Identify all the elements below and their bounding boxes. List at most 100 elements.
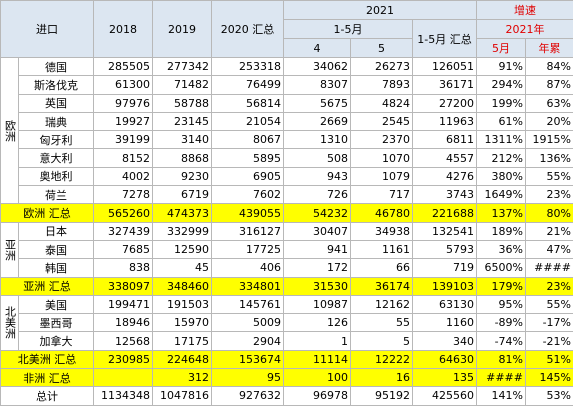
cell: 8152 xyxy=(93,148,153,168)
cell: 66 xyxy=(350,258,413,278)
cell: 1649% xyxy=(476,185,526,205)
cell: 348460 xyxy=(152,276,212,296)
cell: 294% xyxy=(476,75,526,95)
cell: #### xyxy=(476,368,526,388)
data-row: 韩国 838 45 406 172 66 719 6500% #### xyxy=(1,258,573,278)
cell: 189% xyxy=(476,221,526,241)
cell: 7893 xyxy=(350,75,413,95)
cell: 11114 xyxy=(283,349,351,370)
cell: 136% xyxy=(525,148,573,168)
cell: 12222 xyxy=(350,349,413,370)
cell: 23% xyxy=(525,185,573,205)
growth-header: 增速 xyxy=(476,0,573,20)
data-row: 英国 97976 58788 56814 5675 4824 27200 199% 63% xyxy=(1,93,573,113)
cell: 943 xyxy=(283,166,351,187)
cell: 224648 xyxy=(152,349,212,370)
cell: 1915% xyxy=(525,130,573,150)
cell: 145761 xyxy=(211,294,284,315)
cell: 2904 xyxy=(211,331,284,351)
cell: 54232 xyxy=(283,203,351,223)
cell: 145% xyxy=(525,368,573,388)
cell: 16 xyxy=(350,368,413,388)
year-header: 2018 xyxy=(93,0,153,58)
cell: 36174 xyxy=(350,276,413,296)
cell: 5009 xyxy=(211,313,284,333)
total-row: 总计 1134348 1047816 927632 96978 95192 425560 14… xyxy=(0,386,573,406)
cell: 18946 xyxy=(93,313,153,333)
cell: 36% xyxy=(476,239,526,260)
cell: 30407 xyxy=(283,221,351,241)
cell: 12590 xyxy=(152,239,212,260)
month-header: 4 xyxy=(283,38,351,58)
growth-year-header: 2021年 xyxy=(476,19,573,39)
row-name: 泰国 xyxy=(18,239,94,260)
row-name: 奥地利 xyxy=(18,166,94,187)
cell: 9230 xyxy=(152,166,212,187)
cell: 21054 xyxy=(211,111,284,132)
cell: 95 xyxy=(211,368,284,388)
cell: 5895 xyxy=(211,148,284,168)
data-row: 泰国 7685 12590 17725 941 1161 5793 36% 47% xyxy=(1,239,573,260)
table-body: 欧洲 德国 285505 277342 253318 34062 26273 126051 91… xyxy=(0,56,573,406)
cell: 2370 xyxy=(350,130,413,150)
cell: 23145 xyxy=(152,111,212,132)
cell: 4824 xyxy=(350,93,413,113)
cell: 96978 xyxy=(283,386,351,406)
cell: 51% xyxy=(525,349,573,370)
data-row: 墨西哥 18946 15970 5009 126 55 1160 -89% -17% xyxy=(1,313,573,333)
cell: 1079 xyxy=(350,166,413,187)
data-row: 加拿大 12568 17175 2904 1 5 340 -74% -21% xyxy=(1,331,573,351)
cell: 12568 xyxy=(93,331,153,351)
cell: 212% xyxy=(476,148,526,168)
row-name: 韩国 xyxy=(18,258,94,278)
cell: 8067 xyxy=(211,130,284,150)
cell: 726 xyxy=(283,185,351,205)
cell: 380% xyxy=(476,166,526,187)
data-row: 奥地利 4002 9230 6905 943 1079 4276 380% 55% xyxy=(1,166,573,187)
cell: 46780 xyxy=(350,203,413,223)
data-row: 意大利 8152 8868 5895 508 1070 4557 212% 136% xyxy=(1,148,573,168)
cell: 34062 xyxy=(283,56,351,77)
cell: 15970 xyxy=(152,313,212,333)
cell: 1160 xyxy=(412,313,477,333)
cell: 312 xyxy=(152,368,212,388)
data-row: 匈牙利 39199 3140 8067 1310 2370 6811 1311% 1915% xyxy=(1,130,573,150)
cell: 97976 xyxy=(93,93,153,113)
cell: 717 xyxy=(350,185,413,205)
cell: 95% xyxy=(476,294,526,315)
year-header: 2021 xyxy=(283,0,477,20)
cell: 6719 xyxy=(152,185,212,205)
period-total-header: 1-5月 汇总 xyxy=(412,19,477,58)
year-header: 2019 xyxy=(152,0,212,58)
table-header: 进口 2018 2019 2020 汇总 2021 增速 1-5月 1-5月 汇… xyxy=(0,0,573,58)
cell: 11963 xyxy=(412,111,477,132)
cell: 340 xyxy=(412,331,477,351)
cell: 6500% xyxy=(476,258,526,278)
data-row: 瑞典 19927 23145 21054 2669 2545 11963 61% 20% xyxy=(1,111,573,132)
row-name: 斯洛伐克 xyxy=(18,75,94,95)
cell: 141% xyxy=(476,386,526,406)
total-label: 总计 xyxy=(0,386,94,406)
row-name: 匈牙利 xyxy=(18,130,94,150)
cell: 39199 xyxy=(93,130,153,150)
cell: 425560 xyxy=(412,386,477,406)
total-row: 亚洲 汇总 338097 348460 334801 31530 36174 139103 1… xyxy=(0,276,573,296)
cell: 508 xyxy=(283,148,351,168)
cell: 199% xyxy=(476,93,526,113)
month-header: 5 xyxy=(350,38,413,58)
cell: 838 xyxy=(93,258,153,278)
cell: 172 xyxy=(283,258,351,278)
region: 亚洲 xyxy=(0,221,19,278)
cell: 1 xyxy=(283,331,351,351)
cell: 55% xyxy=(525,166,573,187)
cell: 10987 xyxy=(283,294,351,315)
cell: 55 xyxy=(350,313,413,333)
cell: 12162 xyxy=(350,294,413,315)
cell: 47% xyxy=(525,239,573,260)
cell: 1310 xyxy=(283,130,351,150)
cell: 253318 xyxy=(211,56,284,77)
cell: 17175 xyxy=(152,331,212,351)
cell: -74% xyxy=(476,331,526,351)
data-row: 亚洲 日本 327439 332999 316127 30407 34938 132541 18… xyxy=(0,221,573,278)
data-row: 荷兰 7278 6719 7602 726 717 3743 1649% 23% xyxy=(1,185,573,205)
